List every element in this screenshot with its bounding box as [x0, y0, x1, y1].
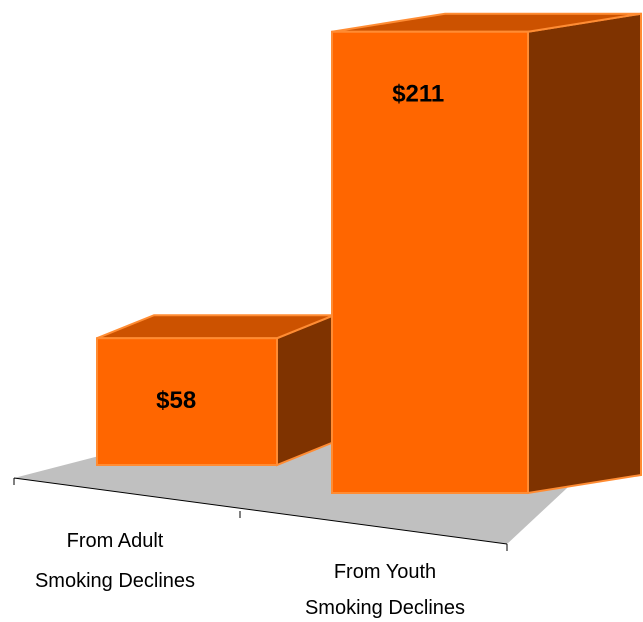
- bar-adult: [96, 313, 335, 467]
- category-label: Smoking Declines: [35, 570, 195, 592]
- category-label: From Youth: [334, 561, 436, 583]
- data-label: $211: [392, 81, 444, 108]
- bar-front: [331, 30, 529, 495]
- data-label: $58: [156, 387, 196, 414]
- category-label: Smoking Declines: [305, 597, 465, 619]
- bar-youth: [331, 12, 642, 495]
- x-axis: [13, 477, 508, 545]
- bar-side: [527, 12, 642, 495]
- category-label: From Adult: [67, 530, 164, 552]
- bar-side: [276, 313, 335, 467]
- bar-front: [96, 337, 278, 466]
